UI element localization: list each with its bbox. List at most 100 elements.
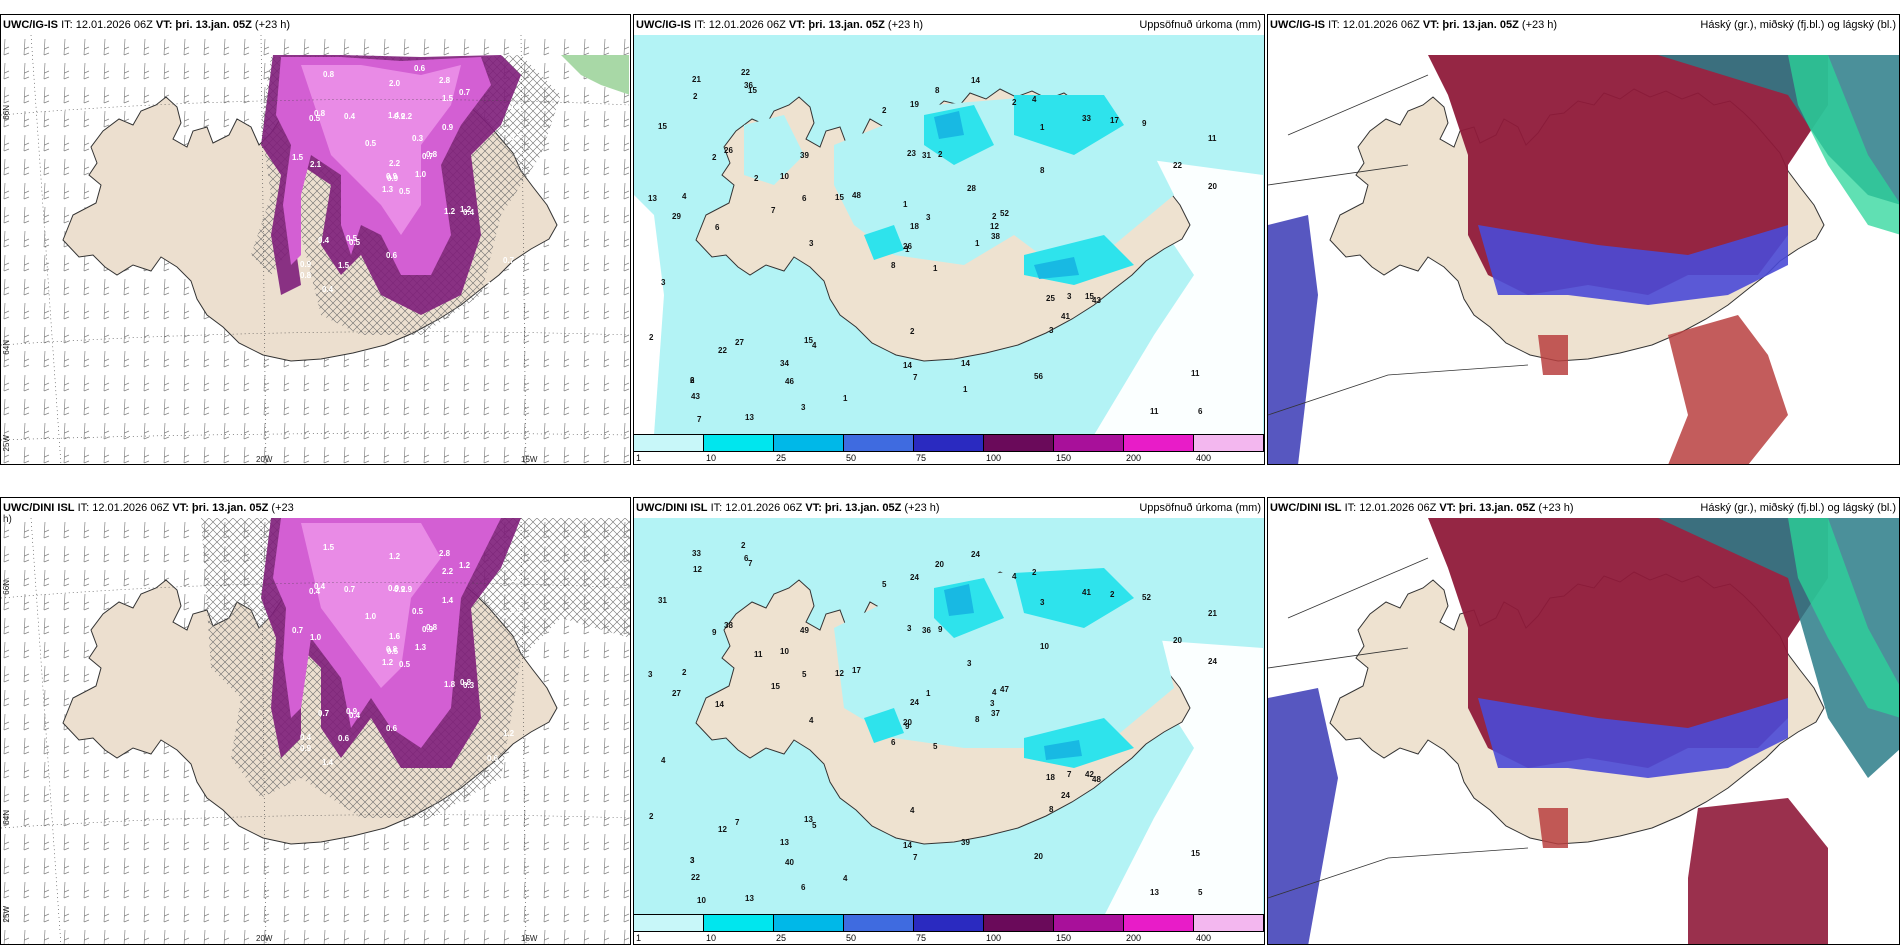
map-value-label: 3 bbox=[967, 659, 972, 668]
panel-header: UWC/DINI ISL IT: 12.01.2026 06Z VT: þri.… bbox=[1, 498, 630, 518]
colorbar-segment bbox=[1194, 914, 1264, 932]
map-value-label: 1.8 bbox=[444, 680, 456, 689]
map-value-label: 6 bbox=[801, 883, 806, 892]
map-value-label: 36 bbox=[744, 81, 753, 90]
map-value-label: 0.4 bbox=[349, 711, 361, 720]
colorbar-tick: 1 bbox=[636, 933, 642, 943]
map-value-label: 7 bbox=[913, 373, 918, 382]
colorbar-segment bbox=[634, 914, 704, 932]
lon-label: 25W bbox=[2, 906, 11, 923]
panel-precip-dini: UWC/DINI ISL IT: 12.01.2026 06Z VT: þri.… bbox=[633, 497, 1265, 945]
colorbar-tick: 10 bbox=[706, 453, 717, 463]
map-value-label: 2 bbox=[649, 333, 654, 342]
map-value-label: 47 bbox=[1000, 685, 1009, 694]
map-value-label: 27 bbox=[672, 689, 681, 698]
panel-showers-ig: UWC/IG-IS IT: 12.01.2026 06Z VT: þri. 13… bbox=[0, 14, 631, 465]
map-value-label: 7 bbox=[771, 206, 776, 215]
colorbar-tick: 400 bbox=[1196, 933, 1212, 943]
map-value-label: 15 bbox=[1085, 292, 1094, 301]
map-value-label: 11 bbox=[754, 650, 763, 659]
map-value-label: 0.5 bbox=[365, 139, 377, 148]
map-value-label: 8 bbox=[1040, 166, 1045, 175]
map-value-label: 3 bbox=[1049, 326, 1054, 335]
map-value-label: 15 bbox=[1191, 849, 1200, 858]
map-value-label: 1 bbox=[963, 385, 968, 394]
colorbar-tick: 25 bbox=[776, 453, 787, 463]
map-value-label: 6 bbox=[715, 223, 720, 232]
map-value-label: 1 bbox=[903, 200, 908, 209]
colorbar-tick: 50 bbox=[846, 453, 857, 463]
map-value-label: 0.4 bbox=[463, 208, 475, 217]
map-value-label: 1.6 bbox=[487, 281, 499, 290]
map-value-label: 1.0 bbox=[415, 170, 427, 179]
map-area bbox=[1268, 518, 1899, 944]
map-value-label: 10 bbox=[780, 647, 789, 656]
map-value-label: 22 bbox=[741, 68, 750, 77]
map-value-label: 40 bbox=[785, 858, 794, 867]
map-value-label: 15 bbox=[835, 193, 844, 202]
map-value-label: 0.8 bbox=[426, 150, 438, 159]
map-value-label: 2 bbox=[992, 212, 997, 221]
lat-label: 64N bbox=[2, 810, 11, 825]
map-value-label: 2 bbox=[690, 376, 695, 385]
map-value-label: 20 bbox=[1173, 636, 1182, 645]
map-value-label: 18 bbox=[910, 222, 919, 231]
map-value-label: 3 bbox=[690, 856, 695, 865]
map-value-label: 2.0 bbox=[389, 79, 401, 88]
map-value-label: 0.9 bbox=[300, 744, 312, 753]
map-value-label: 1.8 bbox=[510, 575, 522, 584]
map-value-label: 15 bbox=[804, 336, 813, 345]
map-value-label: 41 bbox=[1082, 588, 1091, 597]
map-value-label: 24 bbox=[1061, 791, 1070, 800]
map-value-label: 4 bbox=[682, 192, 687, 201]
map-value-label: 4 bbox=[910, 806, 915, 815]
map-value-label: 33 bbox=[1082, 114, 1091, 123]
map-value-label: 3 bbox=[926, 213, 931, 222]
map-value-label: 29 bbox=[672, 212, 681, 221]
map-value-label: 48 bbox=[1092, 775, 1101, 784]
map-value-label: 3 bbox=[801, 403, 806, 412]
map-value-label: 13 bbox=[648, 194, 657, 203]
map-value-label: 0.4 bbox=[318, 236, 330, 245]
map-value-label: 34 bbox=[780, 359, 789, 368]
lat-label: 66N bbox=[2, 580, 11, 595]
colorbar-tick: 50 bbox=[846, 933, 857, 943]
map-value-label: 13 bbox=[780, 838, 789, 847]
colorbar-segment bbox=[914, 914, 984, 932]
map-value-label: 5 bbox=[812, 821, 817, 830]
map-value-label: 4 bbox=[809, 716, 814, 725]
map-value-label: 4 bbox=[843, 874, 848, 883]
lon-label: 25W bbox=[2, 435, 11, 452]
map-value-label: 7 bbox=[913, 853, 918, 862]
map-value-label: 46 bbox=[785, 377, 794, 386]
colorbar-tick: 400 bbox=[1196, 453, 1212, 463]
map-value-label: 0.8 bbox=[300, 271, 312, 280]
map-value-label: 2.9 bbox=[401, 585, 413, 594]
map-value-label: 2 bbox=[1110, 590, 1115, 599]
precip-values: 1212244211156611881323282748434631524326… bbox=[648, 68, 1217, 424]
map-value-label: 0.5 bbox=[349, 238, 361, 247]
map-value-label: 2.8 bbox=[439, 549, 451, 558]
map-value-label: 12 bbox=[693, 565, 702, 574]
colorbar-segment bbox=[704, 914, 774, 932]
map-value-label: 26 bbox=[903, 242, 912, 251]
map-value-label: 2 bbox=[741, 541, 746, 550]
map-value-label: 3 bbox=[990, 699, 995, 708]
map-value-label: 1.6 bbox=[389, 632, 401, 641]
map-value-label: 9 bbox=[905, 722, 910, 731]
panel-header: UWC/IG-IS IT: 12.01.2026 06Z VT: þri. 13… bbox=[1268, 15, 1899, 35]
map-value-label: 0.7 bbox=[292, 626, 304, 635]
map-value-label: 0.4 bbox=[309, 587, 321, 596]
colorbar-tick: 150 bbox=[1056, 933, 1072, 943]
map-value-label: 8 bbox=[975, 715, 980, 724]
map-value-label: 2 bbox=[938, 150, 943, 159]
map-value-label: 8 bbox=[891, 261, 896, 270]
map-value-label: 24 bbox=[910, 573, 919, 582]
map-value-label: 52 bbox=[1142, 593, 1151, 602]
map-value-label: 21 bbox=[1208, 609, 1217, 618]
map-value-label: 28 bbox=[967, 184, 976, 193]
map-value-label: 26 bbox=[724, 146, 733, 155]
map-value-label: 4 bbox=[812, 341, 817, 350]
map-value-label: 14 bbox=[971, 76, 980, 85]
map-value-label: 6 bbox=[1198, 407, 1203, 416]
